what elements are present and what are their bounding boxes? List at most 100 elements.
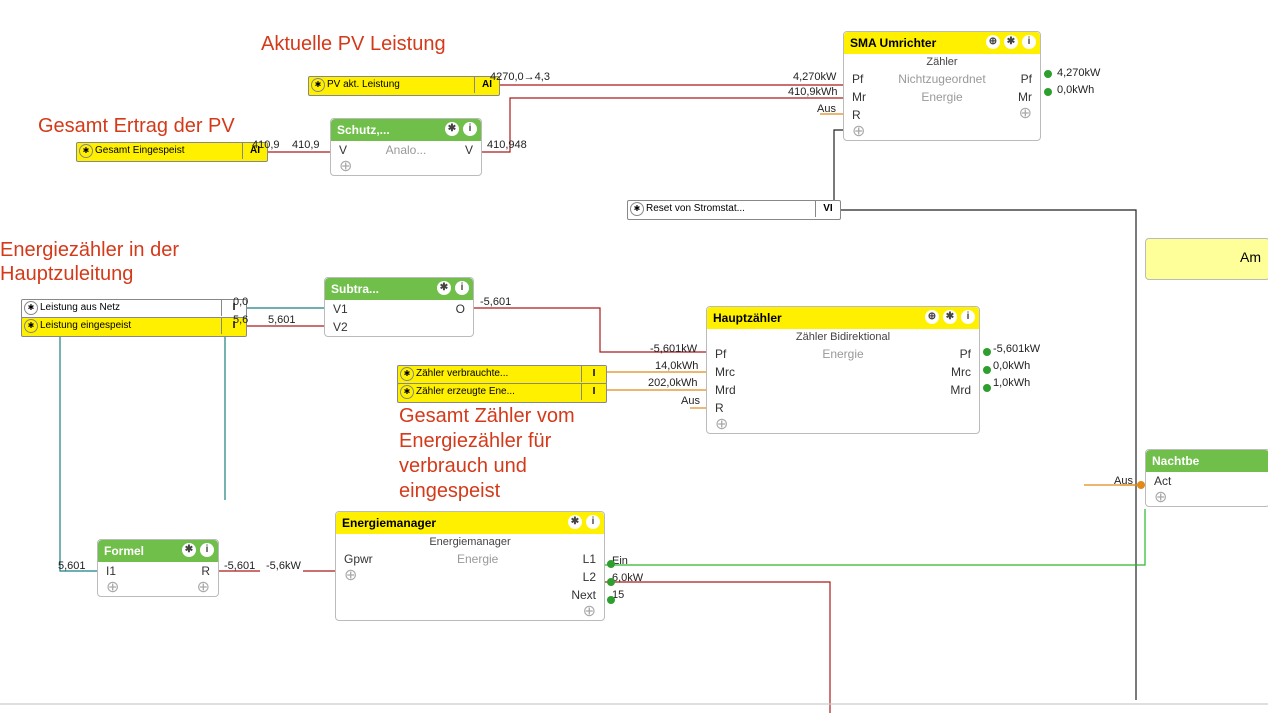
wireval: Aus: [681, 395, 700, 407]
add-port-icon[interactable]: ⊕: [197, 580, 210, 596]
diagram-canvas: { "colors":{ "annotation":"#d43a1a", "gr…: [0, 0, 1268, 713]
port-in: Mrc: [715, 363, 735, 381]
port-out: Mr: [1018, 88, 1032, 106]
tag-gesamt-eingespeist[interactable]: ✱ Gesamt Eingespeist AI: [76, 142, 268, 162]
info-icon[interactable]: i: [463, 122, 477, 136]
block-nachtbe[interactable]: Nachtbe Act ⊕: [1145, 449, 1268, 507]
info-icon[interactable]: i: [455, 281, 469, 295]
annot-gesamt-zaehler-1: Gesamt Zähler vom: [399, 405, 575, 428]
gear-icon[interactable]: ✱: [400, 367, 414, 381]
gear-icon[interactable]: ✱: [943, 310, 957, 324]
add-port-icon[interactable]: ⊕: [106, 580, 119, 596]
port-in: Gpwr: [344, 550, 373, 568]
wireval: 4270,0→4,3: [490, 71, 550, 83]
block-title: Energiemanager ✱i: [336, 512, 604, 534]
port-in: Pf: [715, 345, 726, 363]
block-energiemanager[interactable]: Energiemanager ✱i Energiemanager Gpwr En…: [335, 511, 605, 621]
port-in: Pf: [852, 70, 863, 88]
port-dot: [983, 384, 991, 392]
block-mid: Analo...: [386, 141, 427, 159]
wireval: 5,601: [58, 560, 86, 572]
annot-energiezaehler-2: Hauptzuleitung: [0, 263, 133, 286]
gear-icon[interactable]: ✱: [445, 122, 459, 136]
info-icon[interactable]: i: [961, 310, 975, 324]
move-icon[interactable]: ⊕: [986, 35, 1000, 49]
wireval: 4,270kW: [793, 71, 836, 83]
wireval: -5,601kW: [993, 343, 1040, 355]
add-port-icon[interactable]: ⊕: [1146, 490, 1268, 506]
gear-icon[interactable]: ✱: [400, 385, 414, 399]
block-subtra[interactable]: Subtra... ✱i V1O V2: [324, 277, 474, 337]
add-port-icon[interactable]: ⊕: [583, 604, 596, 620]
block-title: Subtra... ✱i: [325, 278, 473, 300]
block-title: Formel ✱i: [98, 540, 218, 562]
port-dot: [983, 366, 991, 374]
port-in: I1: [106, 562, 116, 580]
annot-gesamt-zaehler-4: eingespeist: [399, 480, 500, 503]
block-schutz[interactable]: Schutz,... ✱i VAnalo...V ⊕: [330, 118, 482, 176]
port-in: V2: [333, 318, 348, 336]
gear-icon[interactable]: ✱: [630, 202, 644, 216]
block-title: SMA Umrichter ⊕✱i: [844, 32, 1040, 54]
add-port-icon[interactable]: ⊕: [1019, 106, 1032, 124]
gear-icon[interactable]: ✱: [79, 144, 93, 158]
tag-cap: I: [581, 366, 606, 382]
port-out: V: [465, 141, 473, 159]
info-icon[interactable]: i: [586, 515, 600, 529]
annot-gesamt-ertrag: Gesamt Ertrag der PV: [38, 115, 235, 138]
block-sub1: Zähler: [844, 54, 1040, 70]
add-port-icon[interactable]: ⊕: [707, 417, 979, 433]
tag-leistung-aus-netz[interactable]: ✱ Leistung aus Netz I: [21, 299, 247, 319]
gear-icon[interactable]: ✱: [437, 281, 451, 295]
tag-label: Zähler erzeugte Ene...: [416, 386, 515, 397]
port-out: Mrc: [951, 363, 971, 381]
port-dot: [607, 560, 615, 568]
add-port-icon[interactable]: ⊕: [344, 568, 357, 586]
port-out: O: [456, 300, 465, 318]
wireval: -5,601: [480, 296, 511, 308]
gear-icon[interactable]: ✱: [311, 78, 325, 92]
gear-icon[interactable]: ✱: [24, 301, 38, 315]
wireval: 0,0: [233, 296, 248, 308]
port-out: Pf: [960, 345, 971, 363]
add-port-icon[interactable]: ⊕: [844, 124, 1040, 140]
gear-icon[interactable]: ✱: [182, 543, 196, 557]
tag-label: Gesamt Eingespeist: [95, 145, 185, 156]
gear-icon[interactable]: ✱: [1004, 35, 1018, 49]
tag-reset-stromstat[interactable]: ✱ Reset von Stromstat... VI: [627, 200, 841, 220]
port-in: V1: [333, 300, 348, 318]
tag-leistung-eingespeist[interactable]: ✱ Leistung eingespeist I: [21, 317, 247, 337]
wireval: 410,948: [487, 139, 527, 151]
block-sub2: Energie: [822, 345, 863, 363]
block-sub1: Energiemanager: [336, 534, 604, 550]
block-sub2: Energie: [457, 550, 498, 568]
wires-layer: [0, 0, 1268, 713]
port-dot: [1137, 481, 1145, 489]
tag-cap: VI: [815, 201, 840, 217]
wireval: 1,0kWh: [993, 377, 1030, 389]
add-port-icon[interactable]: ⊕: [331, 159, 481, 175]
wireval: 410,9: [292, 139, 320, 151]
port-in: Mr: [852, 88, 866, 106]
tag-zaehler-erzeugte[interactable]: ✱ Zähler erzeugte Ene... I: [397, 383, 607, 403]
block-am[interactable]: Am: [1145, 238, 1268, 280]
block-formel[interactable]: Formel ✱i I1R ⊕⊕: [97, 539, 219, 597]
block-hauptzaehler[interactable]: Hauptzähler ⊕✱i Zähler Bidirektional Pf …: [706, 306, 980, 434]
port-out: L1: [583, 550, 596, 568]
tag-zaehler-verbrauchte[interactable]: ✱ Zähler verbrauchte... I: [397, 365, 607, 385]
wireval: -5,6kW: [266, 560, 301, 572]
gear-icon[interactable]: ✱: [568, 515, 582, 529]
port-in: R: [715, 399, 724, 417]
port-in: R: [852, 106, 861, 124]
port-dot: [1044, 88, 1052, 96]
info-icon[interactable]: i: [200, 543, 214, 557]
tag-label: Leistung eingespeist: [40, 320, 131, 331]
move-icon[interactable]: ⊕: [925, 310, 939, 324]
block-sma-umrichter[interactable]: SMA Umrichter ⊕✱i Zähler Pf Nichtzugeord…: [843, 31, 1041, 141]
annot-aktuelle-pv: Aktuelle PV Leistung: [261, 33, 446, 56]
port-in: Mrd: [715, 381, 736, 399]
info-icon[interactable]: i: [1022, 35, 1036, 49]
gear-icon[interactable]: ✱: [24, 319, 38, 333]
block-title: Nachtbe: [1146, 450, 1268, 472]
tag-pv-akt-leistung[interactable]: ✱ PV akt. Leistung AI: [308, 76, 500, 96]
